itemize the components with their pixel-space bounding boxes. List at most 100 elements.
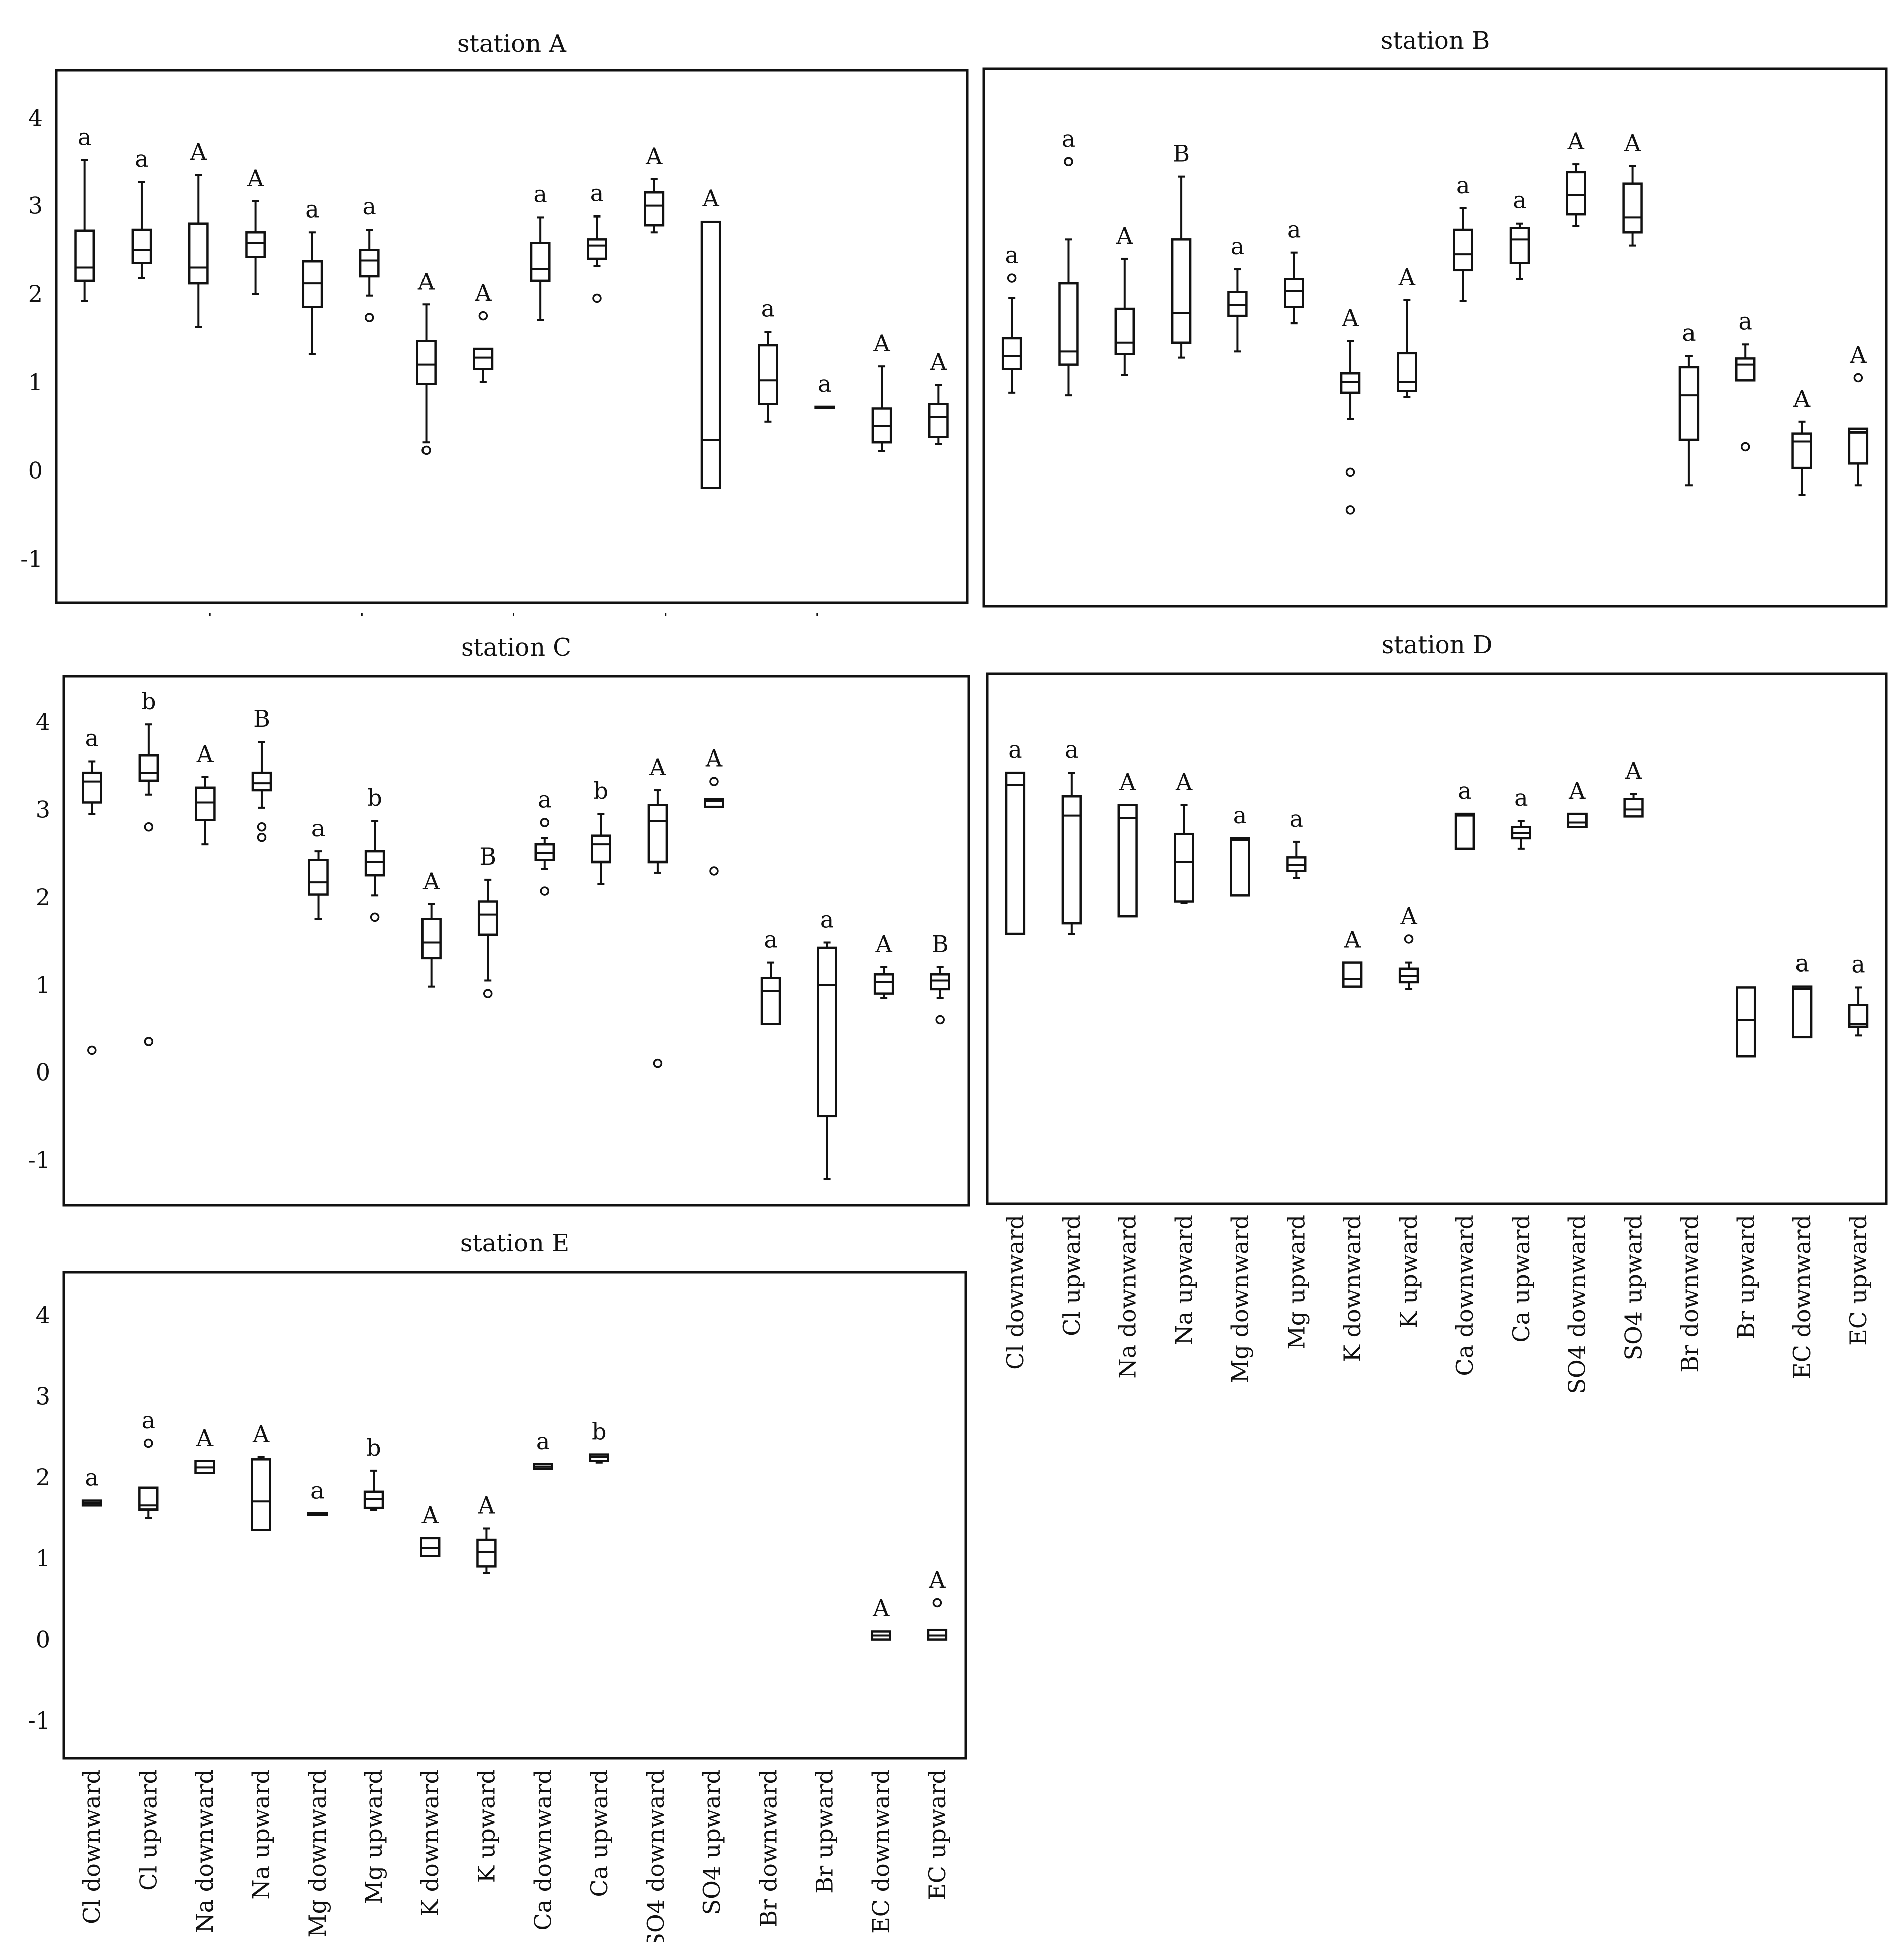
significance-letter: A	[1175, 769, 1193, 796]
box-plot-item: A	[927, 1566, 948, 1641]
box-plot-item: a	[1058, 125, 1079, 397]
panel-title: station C	[461, 633, 571, 662]
y-tick-label: 4	[28, 104, 43, 131]
significance-letter: B	[253, 705, 270, 732]
box-iqr	[758, 344, 778, 405]
box-iqr	[587, 238, 607, 260]
outlier-point	[144, 1438, 153, 1448]
significance-letter: A	[1116, 222, 1133, 249]
box-plot-item: A	[1623, 757, 1644, 818]
y-tick-label: 3	[36, 1382, 50, 1410]
significance-letter: A	[417, 268, 435, 295]
significance-letter: A	[872, 1594, 890, 1622]
box-plot-item: A	[1114, 222, 1135, 376]
box-plot-item: a	[760, 926, 781, 1025]
box-plot-item: a	[1227, 233, 1248, 353]
y-tick-label: 2	[36, 1464, 50, 1491]
box-iqr	[928, 403, 949, 438]
category-label: Na downward	[1114, 1215, 1141, 1379]
significance-letter: A	[196, 740, 214, 768]
category-label: SO4 upward	[1620, 1215, 1647, 1360]
category-label: Br downward	[1676, 1215, 1703, 1373]
box-iqr	[1397, 352, 1417, 392]
significance-letter: a	[761, 295, 775, 322]
significance-letter: a	[1231, 233, 1244, 260]
box-plot-item: A	[647, 753, 668, 1068]
box-iqr	[1174, 832, 1194, 903]
significance-letter: A	[875, 930, 893, 957]
box-iqr	[1566, 171, 1586, 216]
significance-letter: a	[538, 786, 551, 813]
chart-panel: station A -1 0 1 2 3 4 a a A Aa a A Aa a A Aa a A A	[20, 30, 969, 616]
box-plot-item: A	[1398, 903, 1419, 990]
significance-letter: a	[311, 815, 325, 842]
outlier-point	[483, 989, 493, 998]
category-label: Mg downward	[1226, 1215, 1253, 1383]
box-plot-item: a	[587, 180, 607, 303]
box-iqr	[188, 222, 209, 285]
box-plot-item: a	[1792, 950, 1813, 1039]
box-iqr	[1171, 238, 1192, 344]
outlier-point	[1404, 934, 1414, 944]
category-label: Na downward	[191, 1769, 218, 1933]
box-iqr	[1005, 771, 1026, 935]
significance-letter: A	[705, 745, 723, 772]
box-plot-item: B	[477, 843, 498, 998]
box-iqr	[131, 228, 152, 264]
box-plot-item: A	[928, 348, 949, 445]
box-iqr	[1453, 228, 1473, 272]
panel-title: station B	[1381, 27, 1490, 55]
box-plot-item: b	[589, 1418, 609, 1464]
box-plot-item: a	[530, 180, 551, 321]
box-iqr	[1117, 804, 1138, 918]
outlier-point	[1345, 505, 1355, 515]
box-iqr	[1001, 337, 1022, 370]
significance-letter: a	[1514, 784, 1528, 811]
box-iqr	[1791, 432, 1812, 469]
outlier-point	[364, 313, 374, 322]
chart-panel: station E -1 0 1 2 3 4 a a A Aa b A Aa b A A Cl downward C…	[28, 1229, 967, 1942]
box-iqr	[647, 804, 668, 864]
box-iqr	[1678, 366, 1700, 441]
y-tick-label: -1	[28, 1146, 50, 1173]
box-iqr	[251, 771, 272, 792]
significance-letter: a	[1795, 950, 1809, 977]
significance-letter: A	[1625, 757, 1642, 784]
box-plot-item: a	[1230, 802, 1250, 897]
category-label: EC upward	[924, 1769, 951, 1900]
box-plot-item: A	[420, 1501, 441, 1557]
box-plot-item: A	[1174, 769, 1194, 905]
outlier-point	[1345, 467, 1355, 477]
y-tick-label: 2	[28, 280, 43, 307]
box-plot-item: a	[533, 1428, 553, 1470]
category-label: K upward	[1395, 1215, 1422, 1328]
outlier-point	[1853, 373, 1863, 383]
chart-panel: station C -1 0 1 2 3 4 a b A Ba b A Ba b A Aa a A B	[28, 633, 970, 1207]
box-iqr	[245, 231, 266, 258]
significance-letter: A	[930, 348, 947, 375]
box-iqr	[473, 347, 494, 370]
box-plot-item: a	[302, 195, 323, 355]
box-plot-item: a	[307, 1477, 328, 1516]
significance-letter: A	[1567, 128, 1585, 155]
box-iqr	[873, 973, 894, 995]
significance-letter: a	[142, 1407, 155, 1434]
outlier-point	[257, 822, 267, 832]
y-tick-label: 0	[28, 457, 43, 484]
box-plot-item: A	[1342, 926, 1363, 988]
significance-letter: A	[1624, 130, 1641, 157]
box-plot-item: a	[1001, 242, 1022, 394]
box-plot-item: a	[1286, 805, 1307, 879]
box-plot-item: B	[1171, 140, 1192, 359]
box-iqr	[195, 786, 216, 821]
box-plot-item: a	[74, 123, 95, 302]
box-plot-item: a	[817, 906, 837, 1180]
significance-letter: B	[1173, 140, 1190, 167]
significance-letter: a	[1513, 187, 1526, 214]
box-plot-item: a	[138, 1407, 159, 1519]
outlier-point	[540, 886, 550, 896]
significance-letter: a	[1458, 777, 1471, 804]
significance-letter: a	[590, 180, 604, 207]
outlier-point	[257, 832, 267, 842]
